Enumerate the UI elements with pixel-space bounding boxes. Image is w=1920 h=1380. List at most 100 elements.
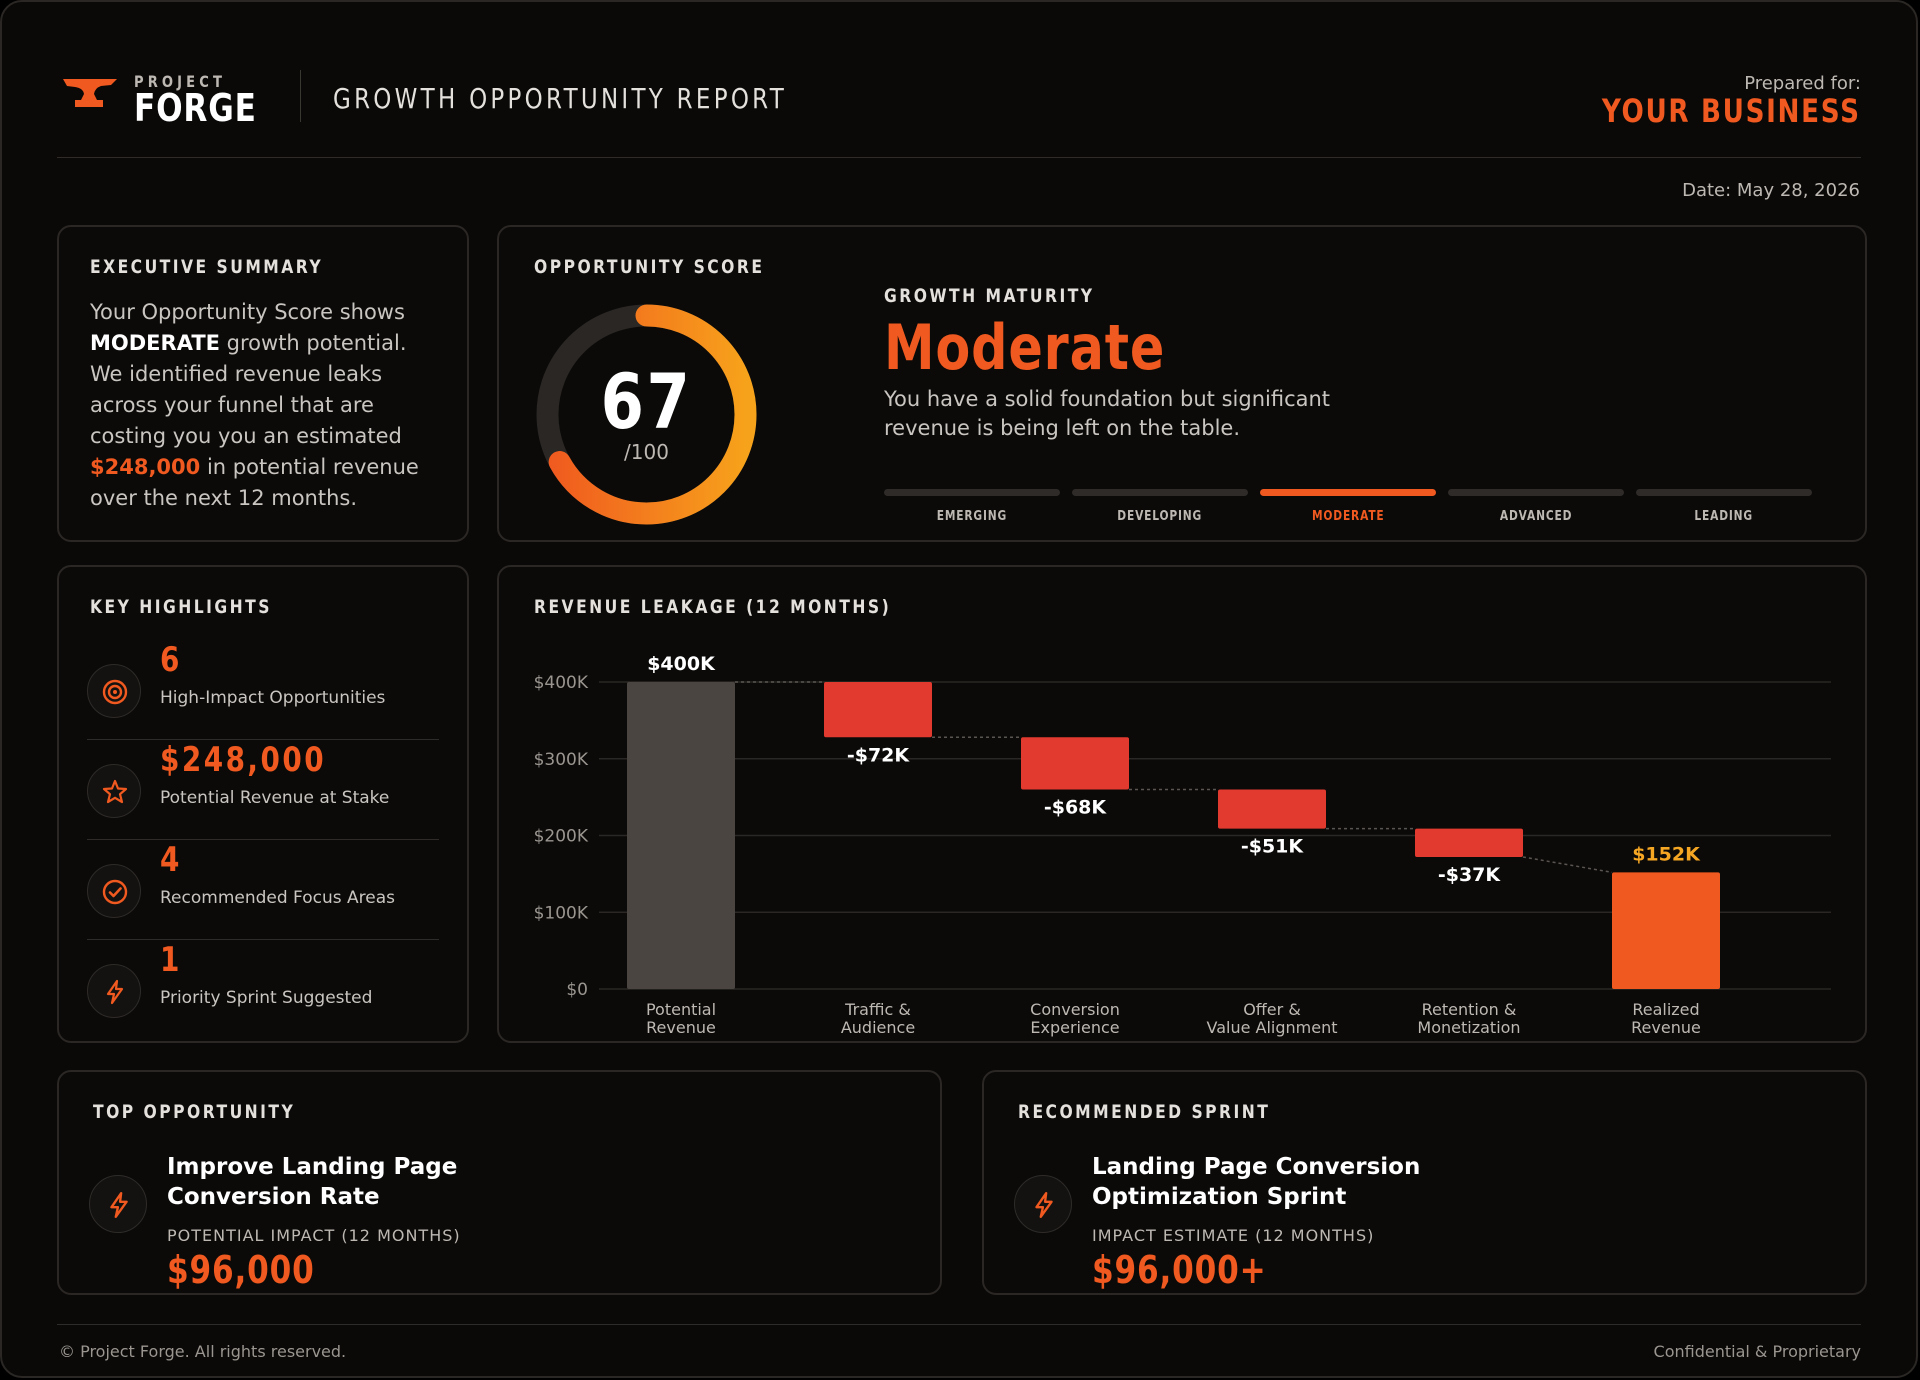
x-category-label: Potential Revenue xyxy=(646,1000,716,1037)
y-tick-label: $300K xyxy=(534,750,589,770)
maturity-stage-label: DEVELOPING xyxy=(1117,509,1203,524)
top-opportunity-heading: Improve Landing Page Conversion Rate xyxy=(167,1154,458,1210)
check-circle-icon xyxy=(87,864,141,918)
growth-maturity-value: Moderate xyxy=(884,311,1166,384)
waterfall-bar xyxy=(1218,789,1326,829)
anvil-icon xyxy=(63,79,117,107)
header-divider xyxy=(300,70,301,122)
score-max: /100 xyxy=(624,440,669,464)
opportunity-score-panel: OPPORTUNITY SCORE 67 /100 GROWTH MATURIT… xyxy=(497,225,1867,542)
top-opportunity-impact-label: POTENTIAL IMPACT (12 MONTHS) xyxy=(167,1226,461,1245)
x-category-label: Offer & Value Alignment xyxy=(1207,1000,1338,1037)
waterfall-bar xyxy=(1612,872,1720,989)
bar-value-label: $400K xyxy=(647,653,716,675)
target-icon xyxy=(87,664,141,718)
y-tick-label: $200K xyxy=(534,827,589,847)
highlight-value: 4 xyxy=(160,840,182,880)
revenue-leakage-title: REVENUE LEAKAGE (12 MONTHS) xyxy=(534,596,892,618)
top-opportunity-title: TOP OPPORTUNITY xyxy=(93,1101,296,1123)
recommended-sprint-heading: Landing Page Conversion Optimization Spr… xyxy=(1092,1154,1421,1210)
waterfall-connector xyxy=(1522,856,1613,874)
y-tick-label: $0 xyxy=(566,980,588,1000)
maturity-stage-bar xyxy=(1072,489,1248,496)
maturity-stage-advanced: ADVANCED xyxy=(1448,489,1624,529)
highlight-item: 6 High-Impact Opportunities xyxy=(87,640,439,740)
maturity-stage-label: LEADING xyxy=(1694,509,1754,524)
recommended-sprint-impact-value: $96,000+ xyxy=(1092,1248,1267,1292)
revenue-leakage-panel: $0 $100K $200K $300K $400K $400K Potential Reve… xyxy=(497,565,1867,1043)
highlight-item: $248,000 Potential Revenue at Stake xyxy=(87,740,439,840)
executive-summary-panel: EXECUTIVE SUMMARY Your Opportunity Score… xyxy=(57,225,469,542)
score-value: 67 xyxy=(600,357,693,446)
highlight-value: $248,000 xyxy=(160,740,327,780)
waterfall-bar xyxy=(627,682,735,989)
revenue-leakage-chart: $0 $100K $200K $300K $400K $400K Potential Reve… xyxy=(534,653,1831,1037)
bar-value-label: -$51K xyxy=(1241,836,1305,858)
summary-text-part: Your Opportunity Score shows xyxy=(90,300,405,324)
top-opportunity-card: TOP OPPORTUNITY Improve Landing Page Con… xyxy=(57,1070,942,1295)
maturity-stage-bar xyxy=(1636,489,1812,496)
report-date: Date: May 28, 2026 xyxy=(1682,180,1860,201)
y-tick-label: $400K xyxy=(534,673,589,693)
maturity-stage-emerging: EMERGING xyxy=(884,489,1060,529)
maturity-stage-developing: DEVELOPING xyxy=(1072,489,1248,529)
bar-value-label: -$72K xyxy=(847,744,911,766)
bar-value-label: $152K xyxy=(1632,843,1701,865)
report-header: PROJECT FORGE GROWTH OPPORTUNITY REPORT … xyxy=(57,62,1861,158)
growth-maturity-label: GROWTH MATURITY xyxy=(884,285,1095,307)
maturity-stage-bar xyxy=(1260,489,1436,496)
summary-text-part: in potential revenue over the next 12 mo… xyxy=(90,455,419,510)
opportunity-score-title: OPPORTUNITY SCORE xyxy=(534,256,765,278)
x-category-label: Traffic & Audience xyxy=(841,1000,915,1037)
maturity-stage-moderate: MODERATE xyxy=(1260,489,1436,529)
x-category-label: Realized Revenue xyxy=(1631,1000,1701,1037)
lightning-icon xyxy=(89,1175,147,1233)
business-name: YOUR BUSINESS xyxy=(1602,92,1861,130)
highlight-label: Potential Revenue at Stake xyxy=(160,788,390,808)
confidentiality-text: Confidential & Proprietary xyxy=(1653,1342,1861,1361)
x-category-label: Conversion Experience xyxy=(1030,1000,1120,1037)
highlight-label: Priority Sprint Suggested xyxy=(160,988,373,1008)
recommended-sprint-card: RECOMMENDED SPRINT Landing Page Conversi… xyxy=(982,1070,1867,1295)
waterfall-bar xyxy=(1415,828,1523,857)
copyright-text: © Project Forge. All rights reserved. xyxy=(59,1342,347,1361)
gauge-progress-arc xyxy=(536,304,757,525)
highlight-label: Recommended Focus Areas xyxy=(160,888,395,908)
summary-amount: $248,000 xyxy=(90,455,201,479)
waterfall-bar xyxy=(1021,737,1129,790)
lightning-icon xyxy=(87,964,141,1018)
maturity-stage-label: EMERGING xyxy=(936,509,1008,524)
summary-maturity: MODERATE xyxy=(90,331,220,355)
bar-value-label: -$68K xyxy=(1044,796,1108,818)
highlight-value: 6 xyxy=(160,640,182,680)
report-footer: © Project Forge. All rights reserved. Co… xyxy=(57,1324,1861,1364)
star-icon xyxy=(87,764,141,818)
maturity-stage-bar xyxy=(884,489,1060,496)
report-title: GROWTH OPPORTUNITY REPORT xyxy=(333,82,788,115)
bar-value-label: -$37K xyxy=(1438,864,1502,886)
highlight-value: 1 xyxy=(160,940,182,980)
maturity-stage-bar xyxy=(1448,489,1624,496)
executive-summary-title: EXECUTIVE SUMMARY xyxy=(90,256,324,278)
maturity-stage-label: ADVANCED xyxy=(1499,509,1573,524)
brand-name: FORGE xyxy=(134,86,257,130)
key-highlights-panel: KEY HIGHLIGHTS 6 High-Impact Opportuniti… xyxy=(57,565,469,1043)
summary-text-part: growth potential. We identified revenue … xyxy=(90,331,407,448)
top-opportunity-impact-value: $96,000 xyxy=(167,1248,315,1292)
growth-maturity-description: You have a solid foundation but signific… xyxy=(884,387,1331,440)
waterfall-bar xyxy=(824,682,932,738)
score-gauge xyxy=(536,304,757,525)
key-highlights-title: KEY HIGHLIGHTS xyxy=(90,596,272,618)
highlight-label: High-Impact Opportunities xyxy=(160,688,386,708)
y-tick-label: $100K xyxy=(534,903,589,923)
prepared-for-label: Prepared for: xyxy=(1744,73,1861,94)
x-category-label: Retention & Monetization xyxy=(1417,1000,1520,1037)
recommended-sprint-impact-label: IMPACT ESTIMATE (12 MONTHS) xyxy=(1092,1226,1375,1245)
highlight-item: 4 Recommended Focus Areas xyxy=(87,840,439,940)
maturity-stage-scale: EMERGING DEVELOPING MODERATE ADVANCED LEADIN… xyxy=(884,489,1812,529)
highlight-item: 1 Priority Sprint Suggested xyxy=(87,940,439,1040)
executive-summary-text: Your Opportunity Score shows MODERATE gr… xyxy=(90,297,420,514)
maturity-stage-leading: LEADING xyxy=(1636,489,1812,529)
maturity-stage-label: MODERATE xyxy=(1311,509,1385,524)
